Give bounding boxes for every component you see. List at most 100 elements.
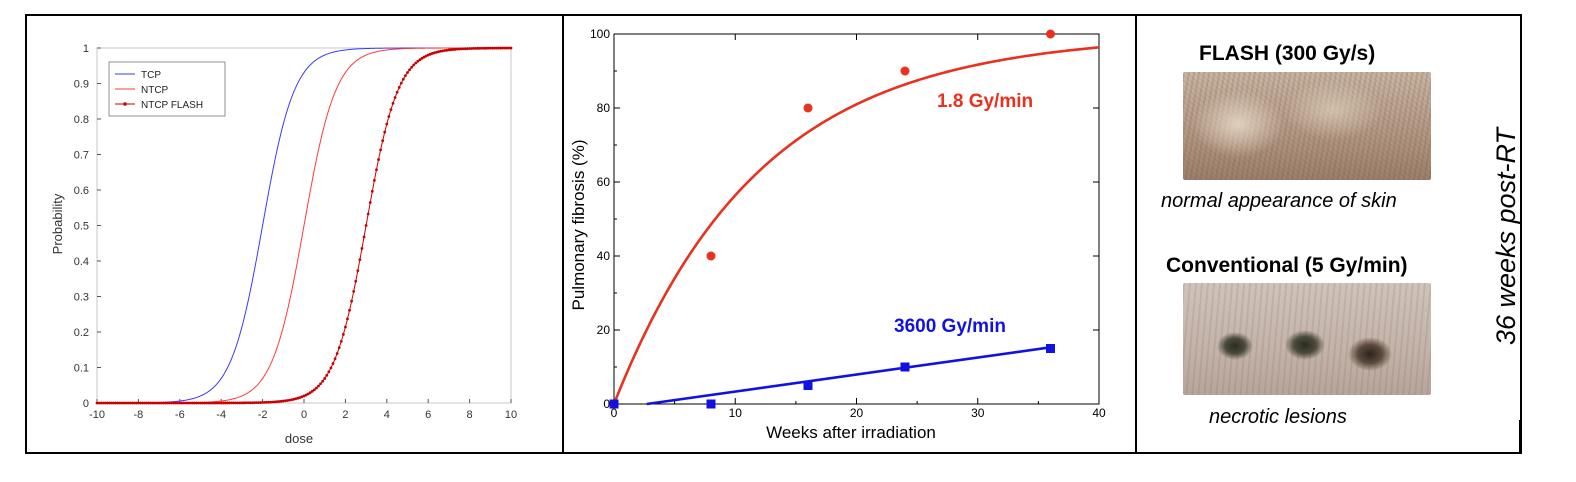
- chart2-x-tick-label: 20: [850, 406, 864, 420]
- chart1-x-tick-label: -10: [89, 409, 105, 421]
- chart1-point: [393, 96, 397, 99]
- chart1-point: [226, 401, 229, 405]
- chart2-point-square: [609, 399, 619, 409]
- chart1-point: [163, 401, 167, 405]
- chart1-y-tick-label: 0.1: [74, 363, 89, 375]
- chart1-point: [223, 401, 227, 405]
- chart1-point: [279, 399, 283, 403]
- chart1-legend-label: TCP: [141, 70, 161, 81]
- chart1-x-tick-label: 4: [384, 409, 390, 421]
- chart1-point: [128, 401, 132, 405]
- chart1-point: [445, 48, 449, 52]
- chart1-legend-label: NTCP FLASH: [141, 100, 203, 111]
- chart1-point: [230, 401, 233, 405]
- chart1-point: [503, 46, 507, 50]
- chart1-point: [461, 47, 465, 51]
- chart2-point-square: [1046, 344, 1055, 353]
- chart1-point: [323, 377, 327, 380]
- chart1-point: [401, 77, 405, 81]
- chart1-point: [391, 101, 395, 105]
- chart1-point: [451, 48, 455, 51]
- chart2-point-square: [803, 381, 813, 390]
- chart1-point: [170, 401, 173, 405]
- chart1-y-tick-label: 0.8: [74, 114, 89, 126]
- chart1-point: [209, 401, 213, 405]
- chart1-point: [221, 401, 225, 405]
- chart1-point: [126, 401, 130, 405]
- chart1-point: [215, 401, 219, 405]
- chart1-point: [197, 401, 200, 405]
- chart1-point: [263, 400, 267, 404]
- chart1-point: [372, 178, 376, 182]
- chart1-point: [176, 401, 180, 405]
- chart1-point: [105, 401, 109, 405]
- chart1-point: [493, 46, 496, 50]
- chart1-point: [364, 224, 368, 227]
- chart1-x-tick-label: -4: [216, 409, 226, 421]
- chart1-point: [447, 48, 451, 52]
- chart1-point: [137, 401, 140, 405]
- chart1-point: [116, 401, 120, 405]
- chart1-point: [153, 401, 157, 405]
- chart1-point: [449, 48, 453, 52]
- chart1-point: [277, 400, 281, 403]
- chart1-point: [172, 401, 175, 405]
- chart1-point: [120, 401, 124, 405]
- chart1-x-tick-label: 8: [467, 409, 473, 421]
- chart1-point: [232, 401, 236, 405]
- chart1-point: [416, 59, 420, 63]
- chart1-point: [354, 279, 358, 283]
- chart1-point: [134, 401, 138, 405]
- chart1-point: [507, 46, 511, 50]
- chart1-point: [157, 401, 161, 405]
- chart1-point: [114, 401, 118, 405]
- chart1-point: [327, 370, 331, 374]
- chart1-point: [252, 401, 256, 405]
- chart1-point: [112, 401, 115, 405]
- chart1-point: [132, 401, 136, 405]
- chart1-point: [213, 401, 217, 405]
- chart1-point: [472, 47, 476, 50]
- chart1-point: [178, 401, 182, 405]
- chart2-point-circle: [706, 251, 716, 261]
- chart1-point: [464, 47, 467, 51]
- chart1-point: [414, 61, 418, 65]
- figure-frame: [25, 14, 1522, 454]
- chart1-point: [248, 401, 252, 405]
- chart1-point: [418, 58, 422, 62]
- chart1-point: [95, 401, 99, 405]
- chart2-x-axis-label: Weeks after irradiation: [766, 423, 936, 442]
- chart1-x-tick-label: 2: [342, 409, 348, 421]
- chart1-x-tick-label: 6: [425, 409, 431, 421]
- chart1-point: [459, 47, 463, 51]
- chart1-y-tick-label: 0.6: [74, 185, 89, 197]
- chart1-point: [335, 352, 339, 355]
- chart2-point-square: [900, 362, 910, 372]
- chart2-fit-line: [612, 46, 1100, 405]
- chart2-x-tick-label: 0: [611, 406, 618, 420]
- chart1-legend-marker: [123, 102, 127, 106]
- chart1-point: [422, 55, 426, 59]
- chart2-x-tick-label: 30: [971, 406, 985, 420]
- chart1-point: [145, 401, 149, 405]
- chart1-point: [404, 74, 407, 78]
- chart1-point: [139, 401, 142, 405]
- flash-caption: normal appearance of skin: [1161, 190, 1397, 212]
- chart1-point: [505, 46, 509, 50]
- chart1-point: [482, 46, 486, 50]
- chart1-point: [476, 46, 480, 50]
- chart1-point: [317, 384, 320, 388]
- chart1-point: [457, 47, 461, 51]
- chart1-point: [281, 399, 285, 403]
- chart1-point: [308, 391, 312, 395]
- chart1-point: [165, 401, 169, 405]
- chart1-point: [130, 401, 134, 405]
- chart1-point: [337, 346, 341, 350]
- chart1-point: [399, 81, 403, 85]
- chart1-point: [370, 189, 374, 193]
- chart1-point: [377, 158, 380, 161]
- chart1-point: [192, 401, 196, 405]
- chart1-point: [339, 339, 343, 343]
- chart1-point: [217, 401, 221, 405]
- chart1-point: [509, 46, 513, 50]
